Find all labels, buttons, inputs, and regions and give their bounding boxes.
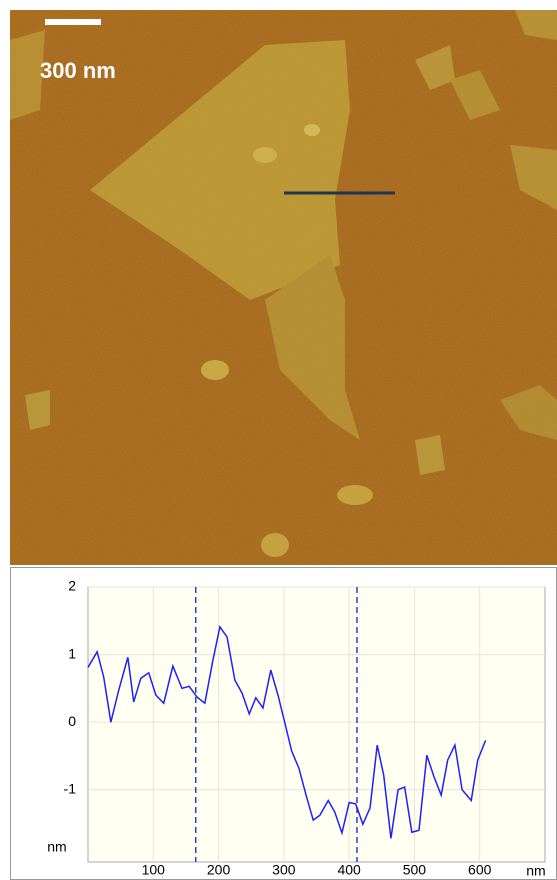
x-tick-label: 200 [207,862,231,878]
scale-bar [45,19,101,25]
x-tick-label: 300 [272,862,296,878]
y-tick-label: -1 [64,780,77,796]
afm-image: 300 nm [10,10,557,565]
x-tick-label: 400 [337,862,361,878]
chart: -1 0 1 2 100 200 300 400 500 600 nm nm [47,578,545,879]
y-axis-label: nm [47,839,66,855]
x-axis-label: nm [526,863,545,879]
afm-texture [10,10,557,565]
x-tick-label: 500 [403,862,427,878]
scale-bar-label: 300 nm [40,58,116,83]
y-tick-label: 0 [68,713,76,729]
x-tick-label: 600 [468,862,492,878]
x-tick-label: 100 [142,862,166,878]
y-tick-label: 2 [68,578,76,594]
y-tick-label: 1 [68,645,76,661]
plot-area [87,586,546,863]
profile-trace [87,625,487,839]
